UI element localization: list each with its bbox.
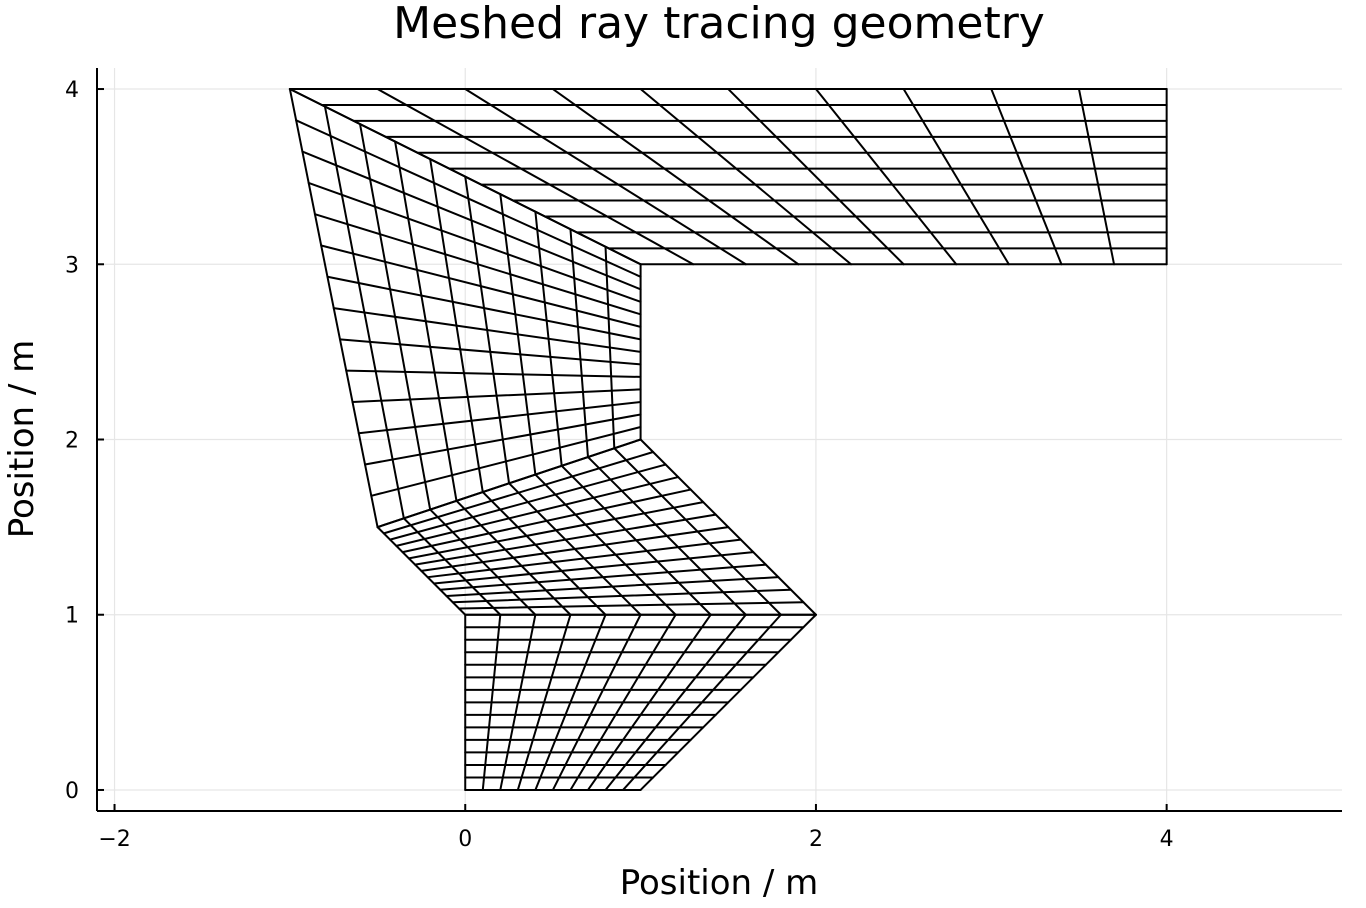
mesh-line: [439, 563, 767, 591]
x-tick-label: 4: [1160, 827, 1174, 852]
mesh-line: [727, 88, 905, 266]
mesh-line: [295, 119, 642, 278]
mesh-line: [464, 88, 747, 266]
mesh-line: [445, 576, 780, 597]
y-tick-label: 4: [65, 78, 79, 103]
grid-lines: [97, 68, 1342, 811]
mesh-line: [320, 244, 642, 328]
mesh-line: [288, 88, 642, 266]
mesh-line: [426, 538, 742, 579]
y-tick-label: 0: [65, 779, 79, 804]
mesh-line: [351, 388, 642, 403]
y-tick-label: 1: [65, 604, 79, 629]
x-tick-label: 2: [809, 827, 823, 852]
mesh-line: [326, 275, 642, 341]
mesh-line: [357, 400, 642, 435]
mesh-line: [345, 369, 642, 378]
mesh-line: [370, 425, 642, 497]
mesh-line: [902, 88, 1010, 266]
y-axis-label: Position / m: [2, 340, 42, 539]
mesh-line: [313, 213, 642, 316]
mesh-line: [414, 513, 717, 566]
mesh-line: [551, 88, 800, 266]
x-tick-label: 0: [458, 827, 472, 852]
mesh-line: [364, 413, 642, 466]
mesh-line: [814, 88, 958, 266]
mesh-line: [407, 501, 705, 560]
mesh-line: [301, 150, 642, 291]
mesh-line: [338, 338, 642, 366]
mesh-line: [332, 307, 642, 353]
mesh-line: [1077, 88, 1116, 266]
tick-labels: −2 0 2 4 0 1 2 3 4: [65, 78, 1174, 852]
mesh-line: [457, 601, 805, 610]
mesh-line: [307, 181, 642, 303]
x-tick-label: −2: [98, 827, 130, 852]
mesh-layer: [288, 88, 1168, 791]
mesh-line: [990, 88, 1063, 266]
mesh-line: [395, 476, 680, 547]
mesh-line: [376, 88, 695, 266]
y-tick-label: 2: [65, 429, 79, 454]
mesh-line: [382, 451, 655, 535]
chart-title: Meshed ray tracing geometry: [393, 0, 1045, 49]
mesh-line: [389, 463, 667, 541]
x-axis-label: Position / m: [620, 863, 819, 903]
y-tick-label: 3: [65, 253, 79, 278]
mesh-line: [432, 551, 755, 585]
mesh-line: [420, 526, 730, 572]
mesh-line: [376, 438, 642, 529]
mesh-line: [451, 588, 792, 604]
mesh-line: [639, 88, 853, 266]
mesh-line: [401, 488, 692, 554]
